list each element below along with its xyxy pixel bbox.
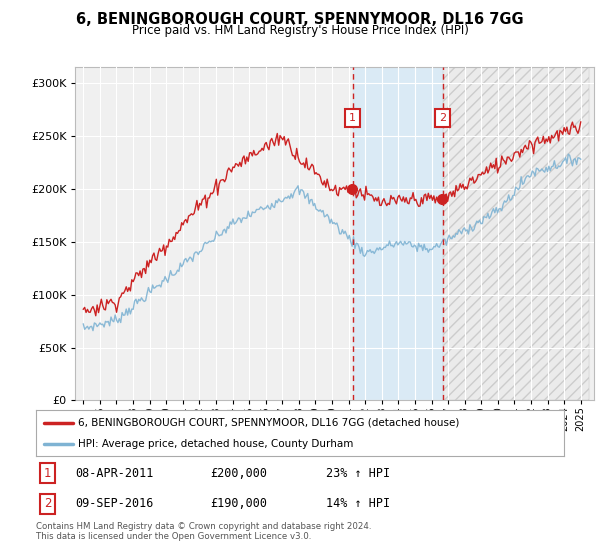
Bar (443, 67, 589, 400)
Text: HPI: Average price, detached house, County Durham: HPI: Average price, detached house, Coun… (78, 439, 353, 449)
Text: 2: 2 (439, 113, 446, 123)
Text: 14% ↑ HPI: 14% ↑ HPI (326, 497, 391, 510)
Bar (353, 67, 443, 400)
Text: £200,000: £200,000 (210, 467, 267, 480)
Text: 1: 1 (349, 113, 356, 123)
Text: 6, BENINGBOROUGH COURT, SPENNYMOOR, DL16 7GG (detached house): 6, BENINGBOROUGH COURT, SPENNYMOOR, DL16… (78, 418, 460, 428)
Text: 2: 2 (44, 497, 52, 510)
Text: 08-APR-2011: 08-APR-2011 (76, 467, 154, 480)
Text: £190,000: £190,000 (210, 497, 267, 510)
Bar (443, 67, 589, 400)
Text: 6, BENINGBOROUGH COURT, SPENNYMOOR, DL16 7GG: 6, BENINGBOROUGH COURT, SPENNYMOOR, DL16… (76, 12, 524, 27)
Text: 09-SEP-2016: 09-SEP-2016 (76, 497, 154, 510)
Text: 1: 1 (44, 467, 52, 480)
Text: Price paid vs. HM Land Registry's House Price Index (HPI): Price paid vs. HM Land Registry's House … (131, 24, 469, 37)
Text: Contains HM Land Registry data © Crown copyright and database right 2024.
This d: Contains HM Land Registry data © Crown c… (36, 522, 371, 542)
Text: 23% ↑ HPI: 23% ↑ HPI (326, 467, 391, 480)
